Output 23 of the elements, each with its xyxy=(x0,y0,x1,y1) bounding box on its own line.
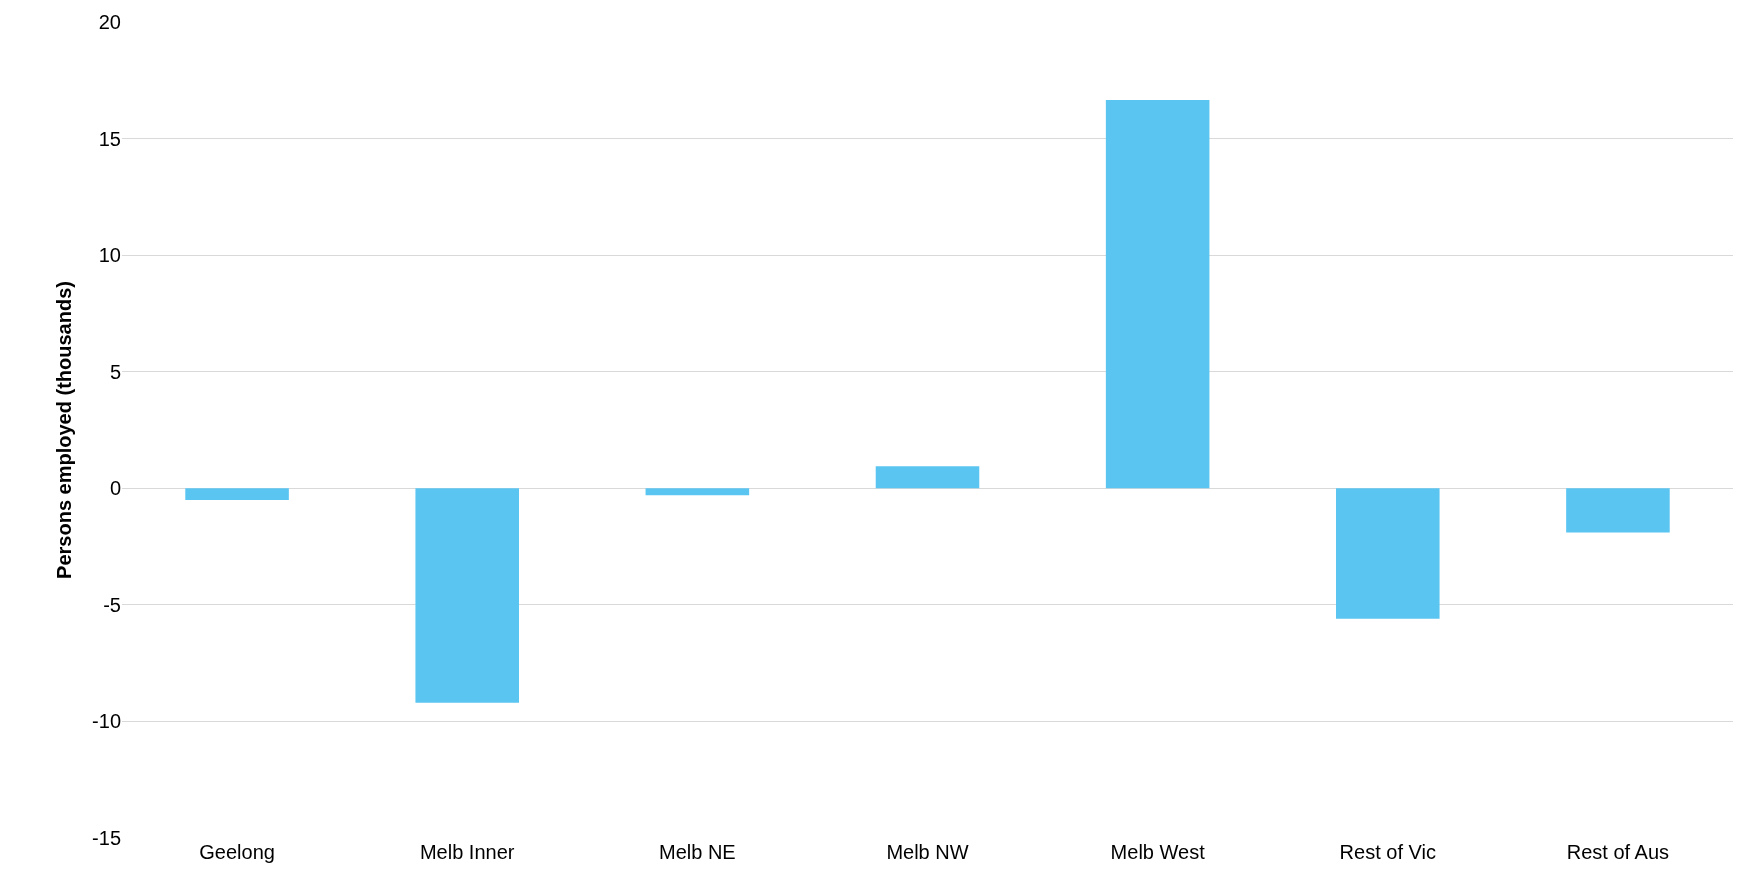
bar xyxy=(875,466,980,489)
bar xyxy=(1336,488,1440,619)
y-tick-label: 0 xyxy=(109,477,121,500)
bar xyxy=(1566,488,1670,533)
x-tick-label: Melb West xyxy=(1110,841,1206,863)
x-tick-label: Melb NE xyxy=(659,841,736,863)
bar xyxy=(415,488,519,703)
x-tick-label: Melb Inner xyxy=(419,841,515,863)
y-tick-label: 10 xyxy=(98,244,121,267)
y-axis-title: Persons employed (thousands) xyxy=(52,281,75,579)
y-tick-label: 5 xyxy=(109,360,121,383)
x-tick-label: Rest of Aus xyxy=(1566,841,1670,863)
x-tick-label: Geelong xyxy=(199,841,275,863)
bar xyxy=(645,488,750,496)
y-tick-label: 20 xyxy=(98,11,121,33)
y-tick-label: 15 xyxy=(98,127,121,150)
y-tick-label: -15 xyxy=(92,827,121,849)
x-tick-label: Rest of Vic xyxy=(1339,841,1436,863)
bar xyxy=(1105,100,1210,489)
y-tick-label: -5 xyxy=(103,593,121,616)
bar xyxy=(185,488,289,500)
y-tick-label: -10 xyxy=(92,710,121,733)
x-tick-label: Melb NW xyxy=(886,841,969,863)
